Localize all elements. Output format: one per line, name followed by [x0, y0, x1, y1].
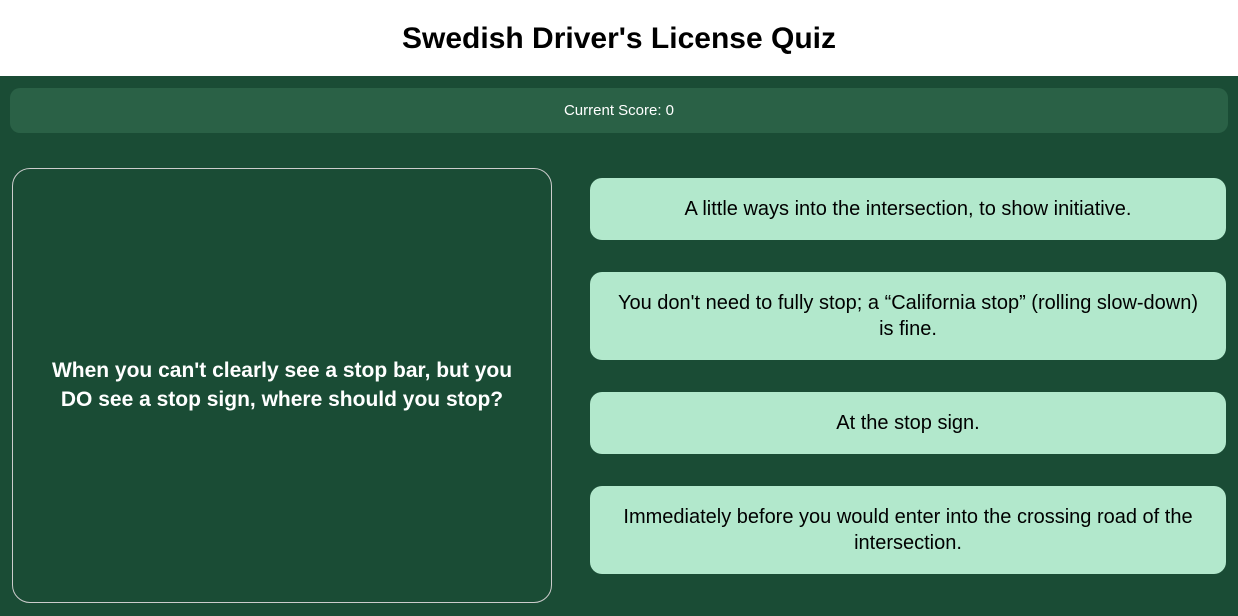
score-bar: Current Score: 0	[10, 88, 1228, 133]
quiz-container: Current Score: 0 When you can't clearly …	[0, 76, 1238, 616]
answer-option-1[interactable]: A little ways into the intersection, to …	[590, 178, 1226, 240]
content-row: When you can't clearly see a stop bar, b…	[10, 168, 1228, 603]
answer-option-4[interactable]: Immediately before you would enter into …	[590, 486, 1226, 574]
page-title: Swedish Driver's License Quiz	[0, 0, 1238, 76]
answers-panel: A little ways into the intersection, to …	[590, 168, 1226, 603]
answer-option-2[interactable]: You don't need to fully stop; a “Califor…	[590, 272, 1226, 360]
question-panel: When you can't clearly see a stop bar, b…	[12, 168, 552, 603]
answer-option-3[interactable]: At the stop sign.	[590, 392, 1226, 454]
question-text: When you can't clearly see a stop bar, b…	[41, 357, 523, 414]
